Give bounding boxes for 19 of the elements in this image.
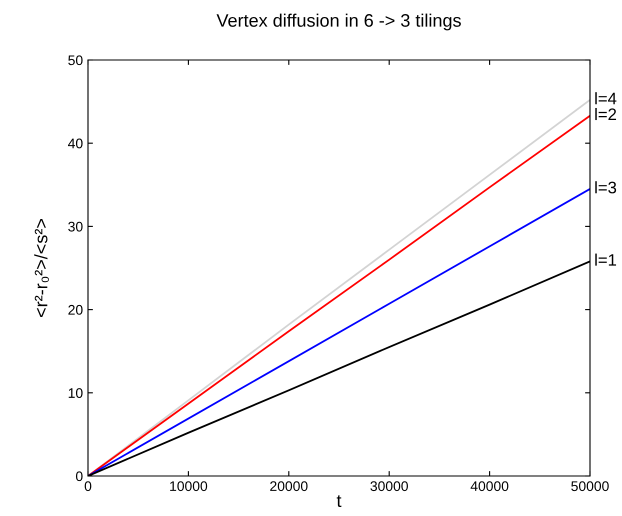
x-tick-label: 40000 xyxy=(470,481,508,492)
y-axis-title: <r²-r₀²>/<s²> xyxy=(34,218,49,318)
series-label: l=4 xyxy=(595,92,616,104)
x-tick-label: 10000 xyxy=(170,481,208,492)
x-tick-label: 0 xyxy=(84,481,92,492)
x-tick-label: 20000 xyxy=(270,481,308,492)
y-tick-label: 50 xyxy=(68,55,83,66)
series-label: l=3 xyxy=(595,181,616,194)
series-label: l=1 xyxy=(595,254,616,266)
series-label: l=2 xyxy=(595,108,616,120)
y-tick-label: 0 xyxy=(76,471,83,482)
x-axis-title: t xyxy=(336,495,342,508)
chart-title: Vertex diffusion in 6 -> 3 tilings xyxy=(216,14,461,30)
y-tick-label: 40 xyxy=(68,138,83,148)
x-tick-label: 30000 xyxy=(370,481,408,492)
y-tick-label: 30 xyxy=(68,222,83,232)
x-tick-label: 50000 xyxy=(571,481,609,492)
y-tick-label: 10 xyxy=(68,388,83,398)
y-tick-label: 20 xyxy=(68,304,83,315)
